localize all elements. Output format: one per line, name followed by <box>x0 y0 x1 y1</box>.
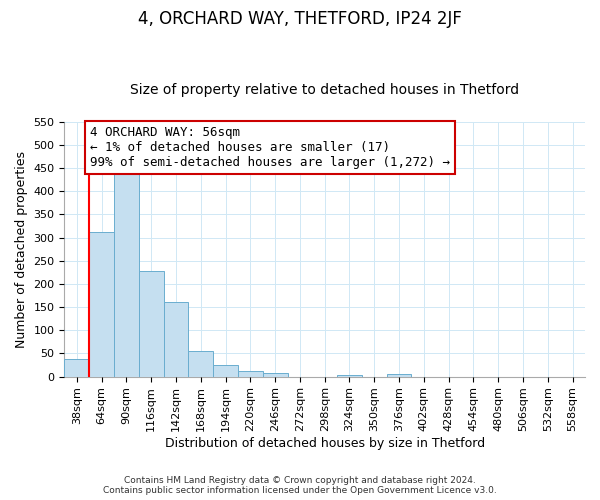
Bar <box>337 374 362 376</box>
Bar <box>114 164 139 376</box>
Bar <box>238 371 263 376</box>
Bar <box>188 351 213 376</box>
Title: Size of property relative to detached houses in Thetford: Size of property relative to detached ho… <box>130 83 519 97</box>
Bar <box>213 365 238 376</box>
Text: Contains HM Land Registry data © Crown copyright and database right 2024.
Contai: Contains HM Land Registry data © Crown c… <box>103 476 497 495</box>
Text: 4 ORCHARD WAY: 56sqm
← 1% of detached houses are smaller (17)
99% of semi-detach: 4 ORCHARD WAY: 56sqm ← 1% of detached ho… <box>91 126 451 170</box>
Bar <box>139 271 164 376</box>
X-axis label: Distribution of detached houses by size in Thetford: Distribution of detached houses by size … <box>164 437 485 450</box>
Bar <box>263 373 287 376</box>
Text: 4, ORCHARD WAY, THETFORD, IP24 2JF: 4, ORCHARD WAY, THETFORD, IP24 2JF <box>138 10 462 28</box>
Bar <box>89 232 114 376</box>
Bar <box>164 302 188 376</box>
Y-axis label: Number of detached properties: Number of detached properties <box>15 150 28 348</box>
Bar <box>386 374 412 376</box>
Bar <box>64 359 89 376</box>
